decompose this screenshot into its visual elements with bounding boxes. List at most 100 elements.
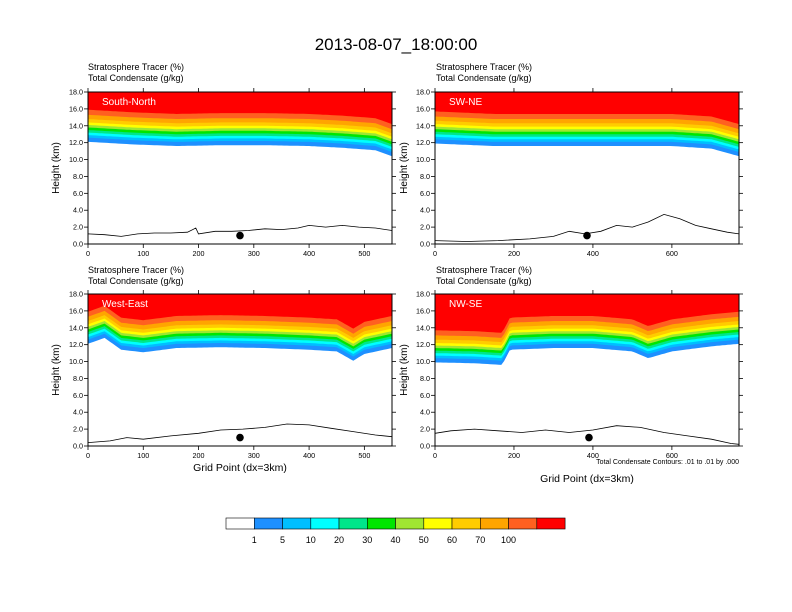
x-tick-label: 0	[86, 451, 90, 460]
y-tick-label: 18.0	[69, 290, 83, 299]
x-tick-label: 100	[137, 451, 149, 460]
y-tick-label: 4.0	[420, 408, 430, 417]
x-axis-label: Grid Point (dx=3km)	[540, 473, 634, 485]
colorbar-swatch	[395, 517, 425, 530]
location-marker	[236, 231, 244, 240]
plot-frame	[87, 91, 393, 245]
x-tick-label: 300	[248, 249, 260, 258]
y-tick-label: 4.0	[73, 206, 83, 215]
colorbar-label: 1	[252, 535, 257, 545]
y-tick-label: 6.0	[420, 189, 430, 198]
y-tick-label: 18.0	[69, 88, 83, 97]
y-tick-label: 0.0	[73, 442, 83, 451]
y-tick-label: 6.0	[73, 189, 83, 198]
x-tick-label: 0	[433, 249, 437, 258]
y-tick-label: 10.0	[69, 357, 83, 366]
panel-nw-se: Stratosphere Tracer (%) Total Condensate…	[399, 265, 743, 485]
panel-sw-ne: Stratosphere Tracer (%) Total Condensate…	[399, 62, 743, 258]
y-tick-label: 0.0	[73, 240, 83, 249]
colorbar-label: 5	[280, 535, 285, 545]
panel-header-line2: Total Condensate (g/kg)	[88, 276, 184, 286]
colorbar-swatch	[282, 517, 312, 530]
x-tick-label: 500	[358, 249, 370, 258]
y-axis-label: Height (km)	[399, 344, 410, 396]
tracer-band-10	[435, 92, 739, 125]
y-tick-label: 0.0	[420, 442, 430, 451]
y-tick-label: 2.0	[73, 425, 83, 434]
colorbar-swatch	[479, 517, 509, 530]
colorbar-swatch	[254, 517, 283, 530]
colorbar-label: 60	[447, 535, 457, 545]
colorbar-swatch	[508, 517, 538, 530]
colorbar-label: 70	[475, 535, 485, 545]
y-tick-label: 8.0	[420, 172, 430, 181]
x-tick-label: 100	[137, 249, 149, 258]
colorbar: 1 5 10 20 30 40 50 60 70 100	[225, 517, 566, 545]
x-tick-label: 0	[433, 451, 437, 460]
y-tick-label: 12.0	[416, 340, 430, 349]
plot-south-north: South-North 0.0 2.0 4.0 6.0 8.0 10.0 12.0 14.0 16…	[69, 88, 396, 258]
panel-header-line1: Stratosphere Tracer (%)	[436, 62, 532, 72]
x-tick-label: 0	[86, 249, 90, 258]
y-tick-label: 12.0	[69, 138, 83, 147]
panel-header-line1: Stratosphere Tracer (%)	[88, 62, 184, 72]
y-tick-label: 10.0	[416, 155, 430, 164]
colorbar-swatch	[536, 517, 566, 530]
plot-area	[88, 294, 392, 446]
y-tick-label: 8.0	[73, 172, 83, 181]
tracer-band-10	[88, 294, 392, 329]
plot-nw-se: NW-SE 0.0 2.0 4.0 6.0 8.0 10.0 12.0 14.0 16.0 18.0…	[416, 290, 743, 460]
location-marker	[236, 433, 244, 442]
panel-west-east: Stratosphere Tracer (%) Total Condensate…	[51, 265, 396, 474]
panel-header-line2: Total Condensate (g/kg)	[436, 73, 532, 83]
x-tick-label: 200	[193, 249, 205, 258]
y-tick-label: 18.0	[416, 88, 430, 97]
panel-header-line2: Total Condensate (g/kg)	[436, 276, 532, 286]
x-tick-label: 300	[248, 451, 260, 460]
plot-frame	[434, 91, 740, 245]
plot-west-east: West-East 0.0 2.0 4.0 6.0 8.0 10.0 12.0 14.0 16.0…	[69, 290, 396, 460]
contour-note: Total Condensate Contours: .01 to .01 by…	[596, 459, 739, 466]
colorbar-swatch	[451, 517, 481, 530]
colorbar-swatch	[366, 517, 396, 530]
colorbar-label: 50	[419, 535, 429, 545]
y-tick-label: 6.0	[420, 391, 430, 400]
terrain-line	[88, 224, 392, 237]
colorbar-label: 30	[362, 535, 372, 545]
y-tick-label: 14.0	[69, 323, 83, 332]
y-tick-label: 8.0	[73, 374, 83, 383]
panel-title: West-East	[102, 299, 148, 310]
plot-area	[88, 92, 392, 244]
figure-title: 2013-08-07_18:00:00	[315, 35, 478, 54]
tracer-band-10	[88, 92, 392, 125]
y-tick-label: 14.0	[416, 121, 430, 130]
y-tick-label: 10.0	[416, 357, 430, 366]
y-tick-label: 16.0	[69, 104, 83, 113]
panel-title: South-North	[102, 97, 156, 108]
panel-header-line1: Stratosphere Tracer (%)	[88, 265, 184, 275]
x-tick-label: 200	[508, 451, 520, 460]
colorbar-swatch	[225, 517, 255, 530]
x-tick-label: 400	[587, 249, 599, 258]
terrain-line	[435, 213, 739, 242]
plot-area	[435, 294, 739, 446]
tracer-band-10	[435, 294, 739, 333]
y-tick-label: 16.0	[416, 306, 430, 315]
y-axis-label: Height (km)	[51, 142, 62, 194]
colorbar-label: 100	[501, 535, 516, 545]
y-tick-label: 8.0	[420, 374, 430, 383]
colorbar-swatch	[423, 517, 453, 530]
colorbar-swatch	[310, 517, 340, 530]
x-tick-label: 600	[666, 249, 678, 258]
y-axis-label: Height (km)	[51, 344, 62, 396]
y-tick-label: 14.0	[416, 323, 430, 332]
colorbar-label: 20	[334, 535, 344, 545]
x-tick-label: 400	[587, 451, 599, 460]
y-tick-label: 16.0	[69, 306, 83, 315]
y-tick-label: 12.0	[416, 138, 430, 147]
y-tick-label: 16.0	[416, 104, 430, 113]
y-tick-label: 6.0	[73, 391, 83, 400]
plot-sw-ne: SW-NE 0.0 2.0 4.0 6.0 8.0 10.0 12.0 14.0 16.0 18.0…	[416, 88, 743, 258]
colorbar-swatch	[338, 517, 368, 530]
location-marker	[583, 231, 591, 240]
